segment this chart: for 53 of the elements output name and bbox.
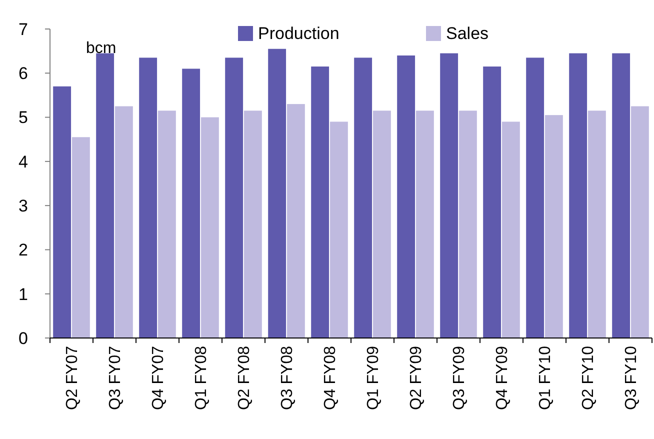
bar [483, 66, 502, 338]
bar [311, 66, 330, 338]
bar [630, 106, 649, 338]
bar [139, 58, 158, 338]
bar [612, 53, 630, 338]
y-tick-label: 2 [18, 240, 28, 260]
bar [416, 110, 434, 338]
legend-label: Sales [446, 24, 489, 43]
bar [182, 68, 200, 338]
y-tick-label: 7 [18, 20, 28, 39]
bar [569, 53, 588, 338]
bar [354, 58, 372, 338]
bar [458, 110, 477, 338]
bar [96, 53, 114, 338]
bar [397, 55, 416, 338]
bar [330, 122, 348, 338]
x-tick-label: Q1 FY09 [365, 346, 382, 410]
bar [286, 104, 305, 338]
x-tick-label: Q2 FY09 [408, 346, 426, 410]
x-tick-label: Q3 FY08 [279, 346, 296, 410]
x-tick-label: Q3 FY07 [107, 346, 124, 410]
x-tick-label: Q2 FY07 [64, 346, 82, 410]
bar [200, 117, 219, 338]
y-tick-label: 3 [18, 196, 28, 216]
x-tick-label: Q3 FY09 [451, 346, 468, 410]
y-tick-label: 6 [18, 64, 28, 84]
x-tick-label: Q2 FY10 [580, 346, 598, 410]
y-tick-label: 5 [18, 108, 28, 128]
bar [225, 58, 244, 338]
y-tick-label: 4 [18, 152, 28, 172]
x-tick-label: Q4 FY07 [150, 346, 168, 410]
y-tick-label: 0 [18, 328, 28, 348]
bar [588, 110, 606, 338]
bar [440, 53, 458, 338]
bar [544, 115, 563, 338]
y-tick-label: 1 [18, 284, 28, 304]
x-tick-label: Q3 FY10 [623, 346, 640, 410]
bar [53, 86, 72, 338]
bar [268, 48, 286, 338]
x-tick-label: Q4 FY08 [322, 346, 340, 410]
bar [114, 106, 133, 338]
bar [158, 110, 176, 338]
bar [72, 137, 90, 338]
x-tick-label: Q4 FY09 [494, 346, 512, 410]
x-tick-label: Q1 FY10 [537, 346, 554, 410]
bar [526, 58, 544, 338]
x-tick-label: Q2 FY08 [236, 346, 254, 410]
legend-label: Production [258, 24, 340, 43]
bar [244, 110, 262, 338]
bar [372, 110, 391, 338]
bar [502, 122, 520, 338]
annotation: bcm [86, 40, 116, 57]
x-tick-label: Q1 FY08 [193, 346, 210, 410]
